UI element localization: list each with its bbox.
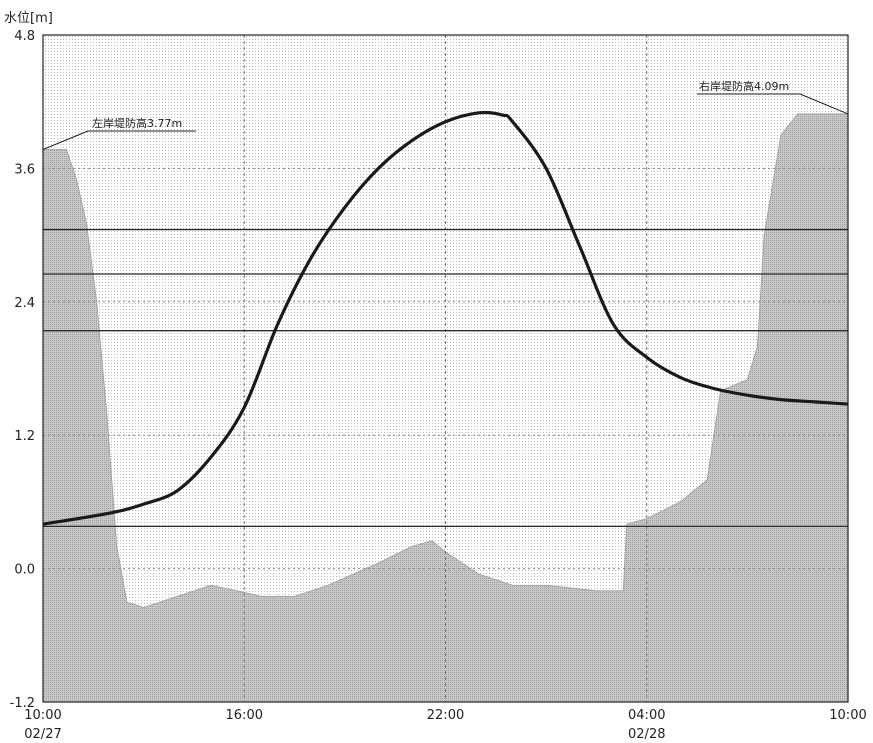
x-tick-label: 22:00 (427, 708, 464, 723)
x-tick-label: 04:00 (628, 708, 665, 723)
grid (43, 35, 848, 702)
x-tick-label: 16:00 (226, 708, 263, 723)
right-levee-leader (799, 93, 849, 115)
right-levee-label: 右岸堤防高4.09m (699, 79, 789, 93)
x-tick-date-label: 02/28 (628, 727, 665, 742)
y-tick-label: 4.8 (14, 29, 35, 44)
x-tick-date-label: 02/27 (24, 727, 61, 742)
y-tick-label: 3.6 (14, 162, 35, 177)
plot-frame (42, 34, 849, 703)
series (43, 110, 848, 526)
y-axis-label: 水位[m] (4, 11, 53, 26)
x-tick-label: 10:00 (829, 708, 866, 723)
reference-lines (43, 228, 848, 528)
y-tick-label: -1.2 (10, 696, 35, 711)
y-tick-label: 2.4 (14, 296, 35, 311)
left-levee-leader (42, 130, 89, 150)
annotations: 左岸堤防高3.77m 右岸堤防高4.09m (42, 79, 849, 150)
water-level-series-line (43, 110, 848, 526)
y-tick-label: 1.2 (14, 429, 35, 444)
y-tick-label: 0.0 (14, 563, 35, 578)
x-tick-label: 10:00 (24, 708, 61, 723)
left-levee-label: 左岸堤防高3.77m (92, 116, 182, 130)
